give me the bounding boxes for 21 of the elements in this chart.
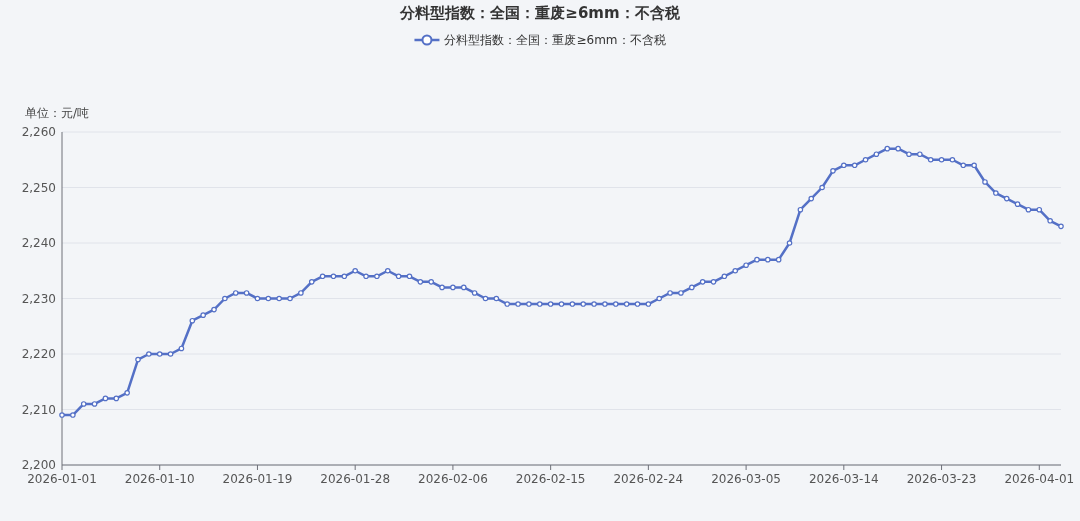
x-tick-label: 2026-03-14 bbox=[808, 472, 879, 486]
x-tick-label: 2026-01-28 bbox=[320, 472, 391, 486]
legend-label: 分料型指数：全国：重废≥6mm：不含税 bbox=[444, 33, 666, 47]
x-tick-label: 2026-01-01 bbox=[27, 472, 97, 486]
y-tick-label: 2,230 bbox=[21, 291, 56, 306]
chart-title: 分料型指数：全国：重废≥6mm：不含税 bbox=[399, 4, 681, 22]
y-tick-label: 2,200 bbox=[21, 458, 56, 472]
x-tick-label: 2026-02-15 bbox=[515, 472, 586, 486]
y-tick-label: 2,210 bbox=[21, 402, 56, 417]
y-tick-label: 2,220 bbox=[21, 347, 56, 361]
x-tick-label: 2026-02-24 bbox=[613, 472, 684, 486]
x-tick-label: 2026-04-01 bbox=[1004, 472, 1075, 486]
x-tick-label: 2026-01-10 bbox=[124, 472, 195, 486]
x-tick-label: 2026-03-05 bbox=[711, 472, 781, 486]
y-axis-title: 单位：元/吨 bbox=[25, 106, 90, 120]
y-tick-label: 2,240 bbox=[21, 236, 56, 250]
x-tick-label: 2026-03-23 bbox=[906, 472, 977, 486]
x-tick-label: 2026-02-06 bbox=[418, 472, 488, 486]
x-tick-label: 2026-01-19 bbox=[222, 472, 293, 486]
y-tick-label: 2,260 bbox=[21, 125, 56, 139]
y-tick-label: 2,250 bbox=[21, 180, 56, 195]
